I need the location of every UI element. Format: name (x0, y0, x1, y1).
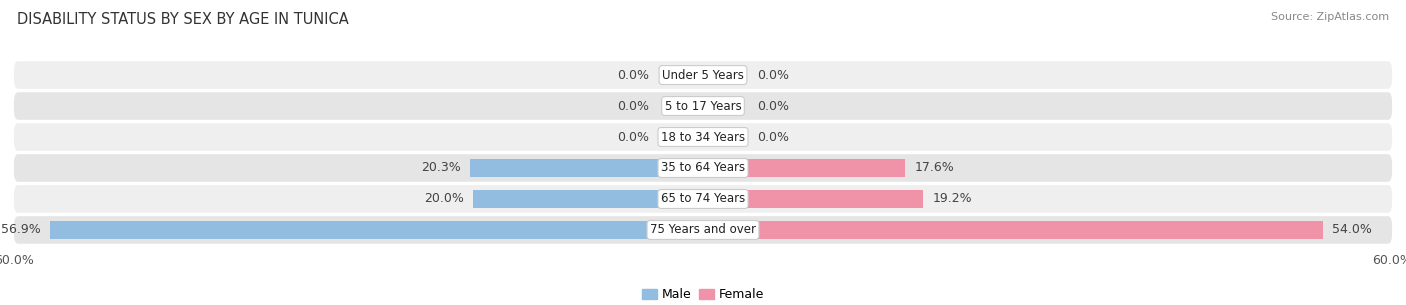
Text: 17.6%: 17.6% (914, 161, 955, 174)
Text: Under 5 Years: Under 5 Years (662, 69, 744, 81)
Text: 0.0%: 0.0% (617, 131, 650, 144)
Bar (470, 159, 703, 177)
Text: 19.2%: 19.2% (932, 192, 973, 206)
FancyBboxPatch shape (14, 154, 1392, 182)
Legend: Male, Female: Male, Female (637, 283, 769, 305)
Text: 20.0%: 20.0% (425, 192, 464, 206)
Bar (662, 128, 703, 146)
Text: 0.0%: 0.0% (756, 131, 789, 144)
Bar (703, 128, 744, 146)
Text: 0.0%: 0.0% (756, 99, 789, 113)
Text: 5 to 17 Years: 5 to 17 Years (665, 99, 741, 113)
FancyBboxPatch shape (14, 92, 1392, 120)
Bar (662, 66, 703, 84)
Text: 54.0%: 54.0% (1333, 224, 1372, 236)
Bar (703, 190, 924, 208)
Text: 20.3%: 20.3% (420, 161, 461, 174)
Bar (49, 221, 703, 239)
Bar (703, 97, 744, 115)
Bar (703, 221, 1323, 239)
Text: 0.0%: 0.0% (617, 69, 650, 81)
Text: DISABILITY STATUS BY SEX BY AGE IN TUNICA: DISABILITY STATUS BY SEX BY AGE IN TUNIC… (17, 12, 349, 27)
FancyBboxPatch shape (14, 185, 1392, 213)
FancyBboxPatch shape (14, 61, 1392, 89)
Text: 0.0%: 0.0% (756, 69, 789, 81)
FancyBboxPatch shape (14, 216, 1392, 244)
FancyBboxPatch shape (14, 123, 1392, 151)
Text: 75 Years and over: 75 Years and over (650, 224, 756, 236)
Text: 35 to 64 Years: 35 to 64 Years (661, 161, 745, 174)
Text: 56.9%: 56.9% (1, 224, 41, 236)
Bar (474, 190, 703, 208)
Bar (662, 97, 703, 115)
Text: Source: ZipAtlas.com: Source: ZipAtlas.com (1271, 12, 1389, 22)
Bar (703, 66, 744, 84)
Text: 18 to 34 Years: 18 to 34 Years (661, 131, 745, 144)
Text: 65 to 74 Years: 65 to 74 Years (661, 192, 745, 206)
Bar (703, 159, 905, 177)
Text: 0.0%: 0.0% (617, 99, 650, 113)
